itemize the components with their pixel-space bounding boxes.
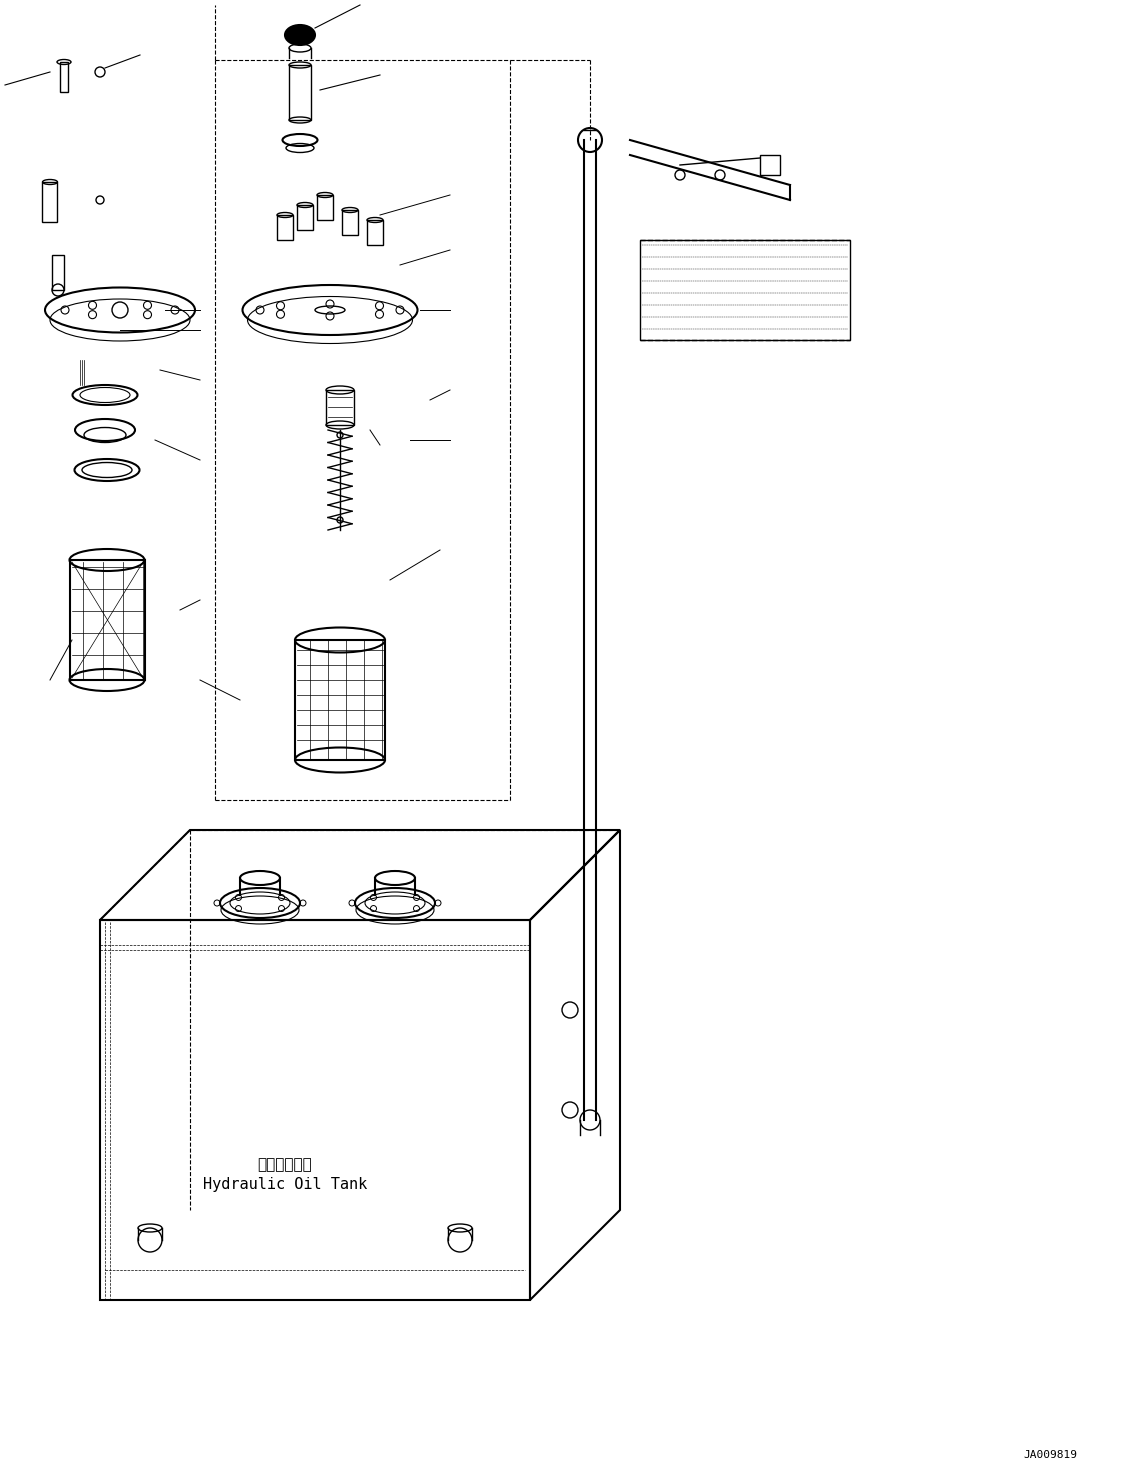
- Bar: [277, 215, 293, 240]
- Bar: [297, 204, 313, 229]
- Bar: [51, 254, 64, 290]
- Bar: [760, 154, 780, 175]
- Bar: [295, 640, 385, 761]
- Text: JA009819: JA009819: [1023, 1450, 1077, 1461]
- Bar: [367, 221, 383, 246]
- Bar: [342, 210, 358, 235]
- Bar: [326, 390, 354, 425]
- Bar: [70, 560, 145, 680]
- Text: Hydraulic Oil Tank: Hydraulic Oil Tank: [202, 1177, 367, 1193]
- Ellipse shape: [285, 25, 315, 46]
- Bar: [317, 196, 333, 221]
- Bar: [42, 182, 57, 222]
- Bar: [59, 62, 67, 93]
- Bar: [289, 65, 311, 121]
- Text: 作動油タンク: 作動油タンク: [257, 1158, 312, 1172]
